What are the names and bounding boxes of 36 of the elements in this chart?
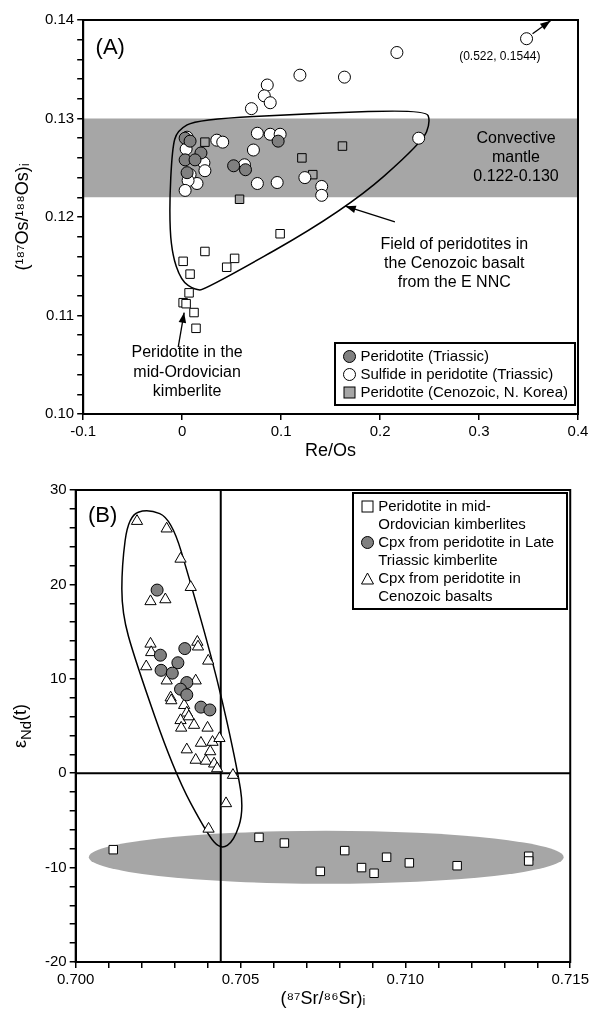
y-tick-label: 10 bbox=[49, 668, 67, 686]
annotation: (0.522, 0.1544) bbox=[459, 49, 541, 64]
annotation: (A) bbox=[95, 33, 125, 59]
annotation: Field of peridotites in the Cenozoic basalt from the E NNC bbox=[380, 234, 529, 291]
x-tick-label: -0.1 bbox=[70, 422, 97, 440]
x-tick-label: 0.3 bbox=[468, 422, 490, 440]
legend-label: Peridotite in mid-Ordovician kimberlites bbox=[378, 497, 527, 533]
band-label: Convective mantle 0.122-0.130 bbox=[473, 129, 559, 185]
x-tick-label: 0.4 bbox=[567, 422, 589, 440]
y-tick-label: 0.12 bbox=[44, 207, 75, 225]
y-tick-label: 20 bbox=[49, 574, 67, 592]
y-tick-label: 0.13 bbox=[44, 108, 75, 126]
x-tick-label: 0 bbox=[177, 422, 187, 440]
legend-label: Cpx from peridotite in Cenozoic basalts bbox=[378, 569, 522, 605]
y-tick-label: 0.14 bbox=[44, 10, 75, 28]
x-axis-title: (⁸⁷Sr/⁸⁶Sr)ᵢ bbox=[280, 988, 366, 1009]
legend-label: Peridotite (Cenozoic, N. Korea) bbox=[360, 383, 568, 401]
y-tick-label: 0.11 bbox=[46, 305, 75, 323]
legend-label: Cpx from peridotite in Late Triassic kimberlite bbox=[378, 533, 556, 569]
y-tick-label: 0.10 bbox=[44, 404, 75, 422]
x-tick-label: 0.705 bbox=[221, 970, 260, 988]
x-tick-label: 0.700 bbox=[56, 970, 95, 988]
y-axis-title: (¹⁸⁷Os/¹⁸⁸Os)ᵢ bbox=[11, 163, 33, 271]
legend-label: Peridotite (Triassic) bbox=[360, 347, 490, 365]
x-tick-label: 0.710 bbox=[386, 970, 425, 988]
y-tick-label: 30 bbox=[49, 480, 67, 498]
x-tick-label: 0.1 bbox=[270, 422, 292, 440]
annotation: Peridotite in the mid-Ordovician kimberlite bbox=[131, 343, 243, 399]
y-tick-label: -10 bbox=[44, 857, 67, 875]
x-tick-label: 0.715 bbox=[551, 970, 590, 988]
y-tick-label: -20 bbox=[44, 952, 67, 970]
annotation: (B) bbox=[88, 502, 118, 528]
y-tick-label: 0 bbox=[58, 763, 67, 781]
legend-label: Sulfide in peridotite (Triassic) bbox=[360, 365, 554, 383]
x-axis-title: Re/Os bbox=[305, 440, 357, 461]
x-tick-label: 0.2 bbox=[369, 422, 391, 440]
